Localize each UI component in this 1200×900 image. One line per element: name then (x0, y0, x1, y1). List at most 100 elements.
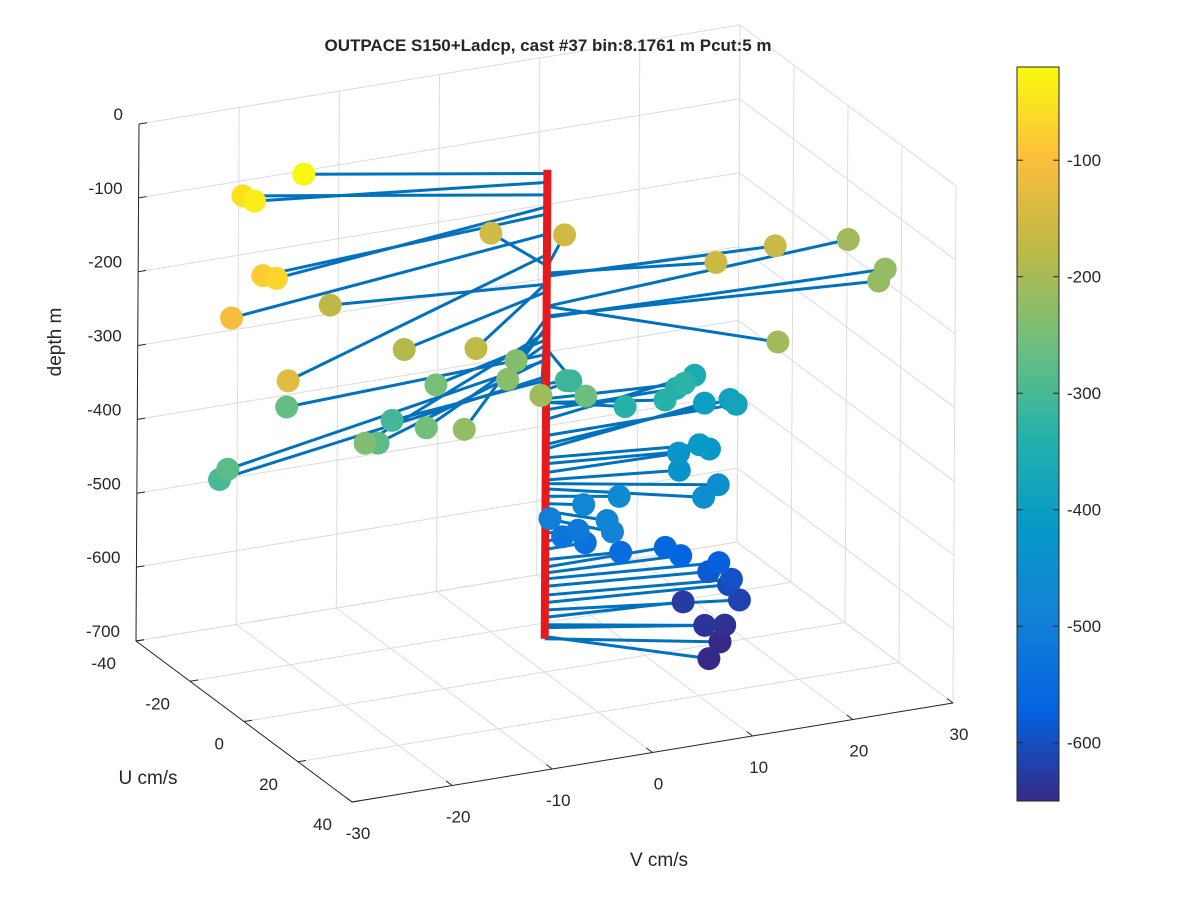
y-tick-label: -20 (145, 694, 170, 713)
grid-line (138, 24, 741, 125)
stem-line (403, 290, 548, 351)
data-point (353, 431, 377, 455)
stem-line (286, 352, 547, 409)
data-point (672, 371, 696, 395)
data-point (264, 266, 288, 290)
data-point (529, 384, 553, 408)
colorbar: -100 -200 -300 -400 -500 -600 (1016, 66, 1101, 802)
stem-line (544, 561, 719, 581)
data-point (719, 567, 743, 591)
grid-line (243, 622, 846, 722)
chart-title: OUTPACE S150+Ladcp, cast #37 bin:8.1761 … (324, 36, 771, 55)
x-tick-mark (646, 747, 653, 753)
stem-line (546, 304, 779, 344)
grid-line (536, 57, 541, 576)
y-tick-mark (351, 800, 361, 803)
z-tick-label: -700 (86, 622, 120, 641)
data-point (595, 508, 619, 532)
colorbar-scale (1016, 66, 1060, 802)
data-point (724, 392, 748, 416)
z-tick-mark (136, 491, 145, 494)
stem-line (544, 598, 740, 612)
data-point (275, 395, 299, 419)
data-point (836, 228, 860, 252)
z-axis-line (135, 123, 140, 642)
data-point (574, 384, 598, 408)
data-point (216, 457, 240, 481)
z-tick-mark (136, 565, 145, 568)
data-point (707, 551, 731, 575)
stem-line (231, 232, 548, 320)
grid-line (738, 246, 956, 408)
grid-line (952, 185, 957, 704)
stem-line (219, 375, 547, 481)
colorbar-tick-label: -100 (1067, 151, 1101, 170)
data-point (766, 330, 790, 354)
tick-labels: 0-100-200-300-400-500-600-700-40-2002040… (86, 105, 968, 843)
stem-line (474, 281, 548, 350)
grid-line (137, 319, 739, 420)
z-tick-mark (138, 196, 147, 199)
data-point (380, 408, 404, 432)
x-axis-label: V cm/s (630, 850, 688, 871)
data-point (693, 613, 717, 637)
data-point (687, 433, 711, 457)
data-point (667, 458, 691, 482)
stem-line (546, 238, 849, 308)
z-tick-mark (137, 417, 146, 420)
stem-line (545, 381, 685, 401)
x-tick-mark (946, 698, 954, 704)
stem-line (544, 545, 666, 569)
data-point (653, 388, 677, 412)
grid-line (138, 98, 740, 199)
data-point (613, 395, 637, 419)
grid-line (737, 393, 955, 556)
grid-line (844, 105, 849, 623)
grid-line (235, 107, 240, 625)
x-tick-mark (846, 714, 854, 720)
stem-line (545, 451, 679, 475)
data-point (538, 507, 562, 531)
z-tick-label: -500 (87, 474, 121, 493)
data-point (452, 417, 476, 441)
stem-line (545, 482, 719, 487)
stem-line (545, 550, 621, 562)
stem-line (544, 623, 705, 627)
z-tick-mark (138, 122, 148, 125)
z-tick-mark (138, 269, 147, 273)
stem-line (276, 205, 548, 280)
data-point (479, 221, 503, 245)
data-point (424, 373, 448, 397)
data-point (566, 518, 590, 542)
grid-line (135, 541, 738, 642)
colorbar-tick-label: -600 (1067, 734, 1101, 753)
z-tick-label: -400 (87, 400, 121, 419)
data-points (208, 162, 897, 671)
data-point (867, 269, 891, 293)
x-tick-label: 10 (749, 758, 768, 777)
x-tick-label: -20 (446, 808, 471, 827)
stem-line (287, 253, 548, 383)
data-point (504, 349, 528, 373)
data-point (704, 251, 728, 275)
grid-line (738, 172, 956, 335)
stem-line (303, 171, 548, 176)
data-point (572, 493, 596, 517)
data-point (713, 613, 737, 637)
data-point (653, 535, 677, 559)
y-tick-label: 0 (215, 735, 224, 754)
data-point (706, 473, 730, 497)
grid-line (736, 24, 741, 543)
grid-line (636, 41, 641, 559)
stem-line (544, 554, 681, 575)
data-point (607, 484, 631, 508)
grid-line (335, 90, 340, 609)
data-point (763, 234, 787, 258)
grid-line (739, 24, 957, 187)
x-tick-label: -30 (346, 824, 371, 843)
stem-line (544, 635, 710, 661)
x-tick-mark (445, 780, 453, 786)
z-tick-label: -200 (88, 253, 122, 272)
grid-line (739, 98, 956, 261)
x-tick-label: 0 (654, 775, 663, 794)
